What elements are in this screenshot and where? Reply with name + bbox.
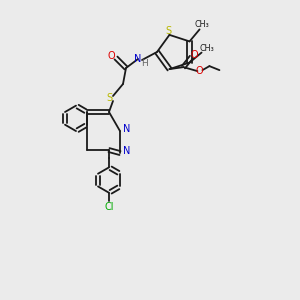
- Text: CH₃: CH₃: [194, 20, 209, 29]
- Text: CH₃: CH₃: [199, 44, 214, 53]
- Text: N: N: [123, 146, 131, 156]
- Text: Cl: Cl: [104, 202, 114, 212]
- Text: O: O: [107, 51, 115, 61]
- Text: S: S: [165, 26, 172, 36]
- Text: H: H: [141, 58, 147, 68]
- Text: N: N: [134, 54, 142, 64]
- Text: O: O: [190, 50, 198, 60]
- Text: O: O: [196, 66, 203, 76]
- Text: S: S: [106, 93, 112, 103]
- Text: N: N: [123, 124, 131, 134]
